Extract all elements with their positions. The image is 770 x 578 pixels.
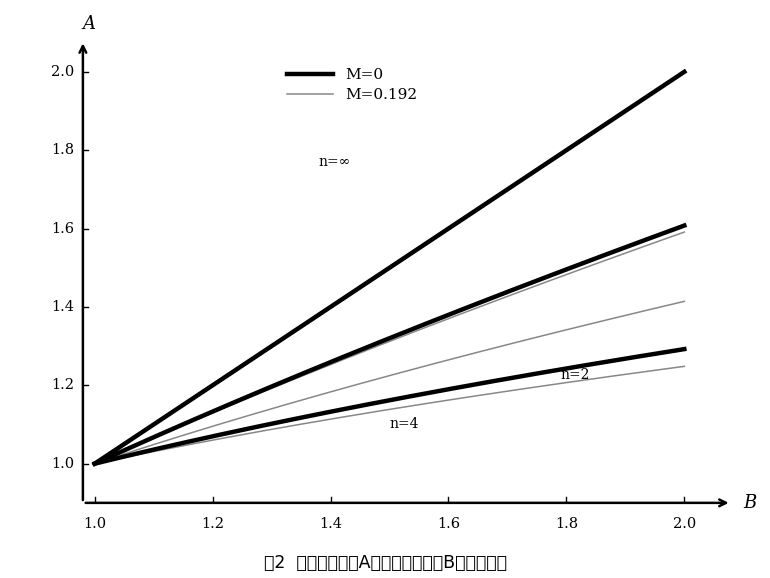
Text: 1.2: 1.2 xyxy=(51,378,74,392)
Legend: M=0, M=0.192: M=0, M=0.192 xyxy=(281,62,424,108)
Text: 图2  电流不均匀度A与电阴不匹配度B的关系曲线: 图2 电流不均匀度A与电阴不匹配度B的关系曲线 xyxy=(263,554,507,572)
Text: 1.2: 1.2 xyxy=(201,517,224,531)
Text: n=4: n=4 xyxy=(390,417,419,431)
Text: 1.4: 1.4 xyxy=(319,517,342,531)
Text: 1.0: 1.0 xyxy=(83,517,106,531)
Text: 1.6: 1.6 xyxy=(437,517,460,531)
Text: 2.0: 2.0 xyxy=(673,517,696,531)
Text: B: B xyxy=(743,494,757,512)
Text: n=2: n=2 xyxy=(561,368,590,383)
Text: 1.8: 1.8 xyxy=(555,517,578,531)
Text: 1.6: 1.6 xyxy=(51,221,74,236)
Text: 2.0: 2.0 xyxy=(51,65,74,79)
Text: n=∞: n=∞ xyxy=(319,155,351,169)
Text: A: A xyxy=(82,14,95,32)
Text: 1.8: 1.8 xyxy=(51,143,74,157)
Text: 1.4: 1.4 xyxy=(51,300,74,314)
Text: 1.0: 1.0 xyxy=(51,457,74,470)
